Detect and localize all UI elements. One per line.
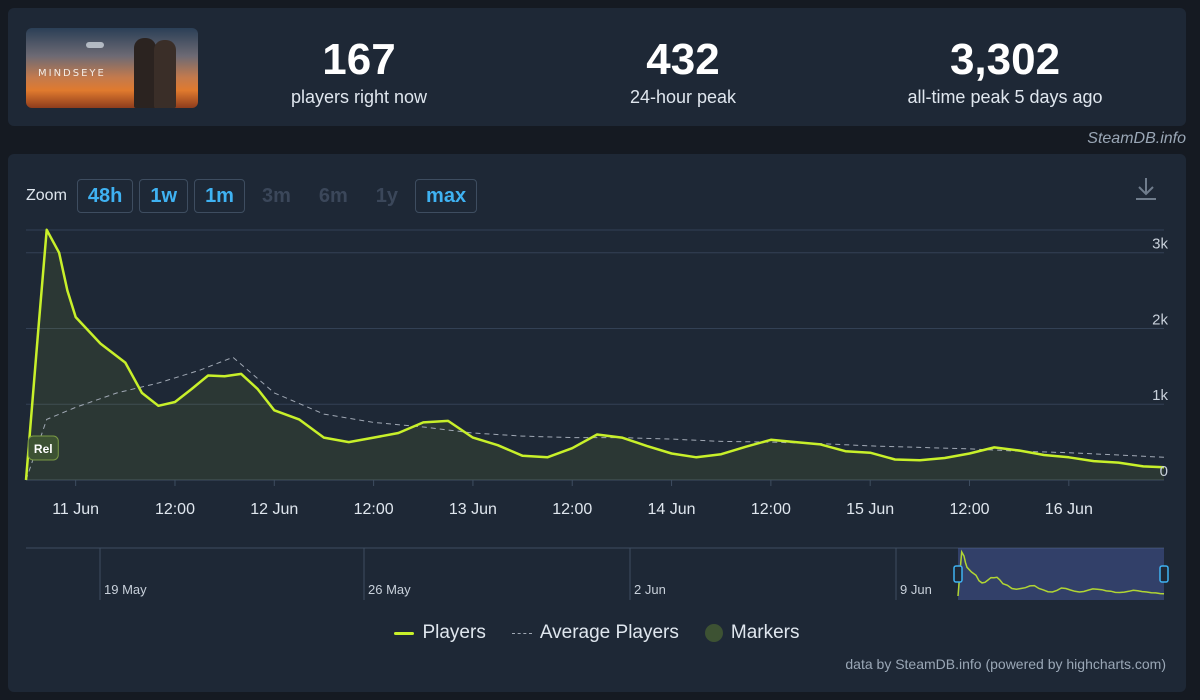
navigator-mini-line — [957, 549, 1165, 597]
zoom-label: Zoom — [26, 187, 67, 204]
stat-current-players: 167 players right now — [259, 36, 459, 108]
navigator-label: 9 Jun — [900, 582, 932, 597]
players-line — [24, 228, 1165, 481]
release-marker-label: Rel — [34, 442, 53, 456]
download-icon[interactable] — [1134, 176, 1158, 202]
x-tick-label: 12:00 — [155, 501, 195, 518]
markers-swatch — [704, 624, 723, 642]
stat-all-time-peak: 3,302 all-time peak 5 days ago — [875, 36, 1135, 108]
y-tick-label: 0 — [1160, 463, 1168, 480]
steamdb-credit[interactable]: SteamDB.info — [1087, 130, 1186, 147]
average-swatch — [511, 632, 532, 634]
stat-label: players right now — [290, 87, 428, 107]
navigator-handle[interactable] — [1159, 565, 1169, 583]
zoom-max-button[interactable]: max — [415, 179, 478, 213]
player-count-chart[interactable]: Rel 11 Jun 12:00 12 Jun 12:00 13 Jun 12:00 14 … — [8, 154, 1186, 614]
navigator-label: 2 Jun — [634, 582, 666, 597]
zoom-controls: Zoom 48h 1w 1m 3m 6m 1y max — [26, 178, 478, 214]
average-players-line — [25, 356, 1165, 481]
chart-panel: Zoom 48h 1w 1m 3m 6m 1y max Rel 11 Jun 12… — [8, 154, 1186, 692]
stats-header: MINDSEYE 167 players right now 432 24-ho… — [8, 8, 1186, 126]
game-logo-text: MINDSEYE — [38, 68, 106, 79]
navigator-selected-range — [958, 548, 1164, 600]
stat-label: all-time peak 5 days ago — [907, 87, 1103, 107]
y-tick-label: 2k — [1152, 311, 1168, 328]
zoom-3m-button: 3m — [261, 184, 291, 207]
legend-label: Players — [422, 622, 486, 643]
x-tick-label: 11 Jun — [52, 501, 99, 518]
players-area — [26, 229, 1164, 480]
highcharts-credit[interactable]: data by SteamDB.info (powered by highcha… — [845, 656, 1166, 672]
zoom-1m-button[interactable]: 1m — [194, 179, 245, 213]
stat-label: 24-hour peak — [629, 87, 737, 107]
zoom-48h-button[interactable]: 48h — [76, 179, 134, 213]
stat-value: 3,302 — [949, 35, 1061, 84]
x-tick-label: 16 Jun — [1045, 501, 1093, 518]
legend-item-average[interactable]: Average Players — [511, 622, 679, 644]
x-tick-label: 12 Jun — [250, 501, 298, 518]
stat-value: 167 — [322, 35, 396, 84]
chart-legend: Players Average Players Markers — [8, 622, 1186, 644]
x-tick-label: 14 Jun — [648, 501, 696, 518]
stat-value: 432 — [646, 35, 720, 84]
x-tick-label: 15 Jun — [846, 501, 894, 518]
navigator-label: 19 May — [104, 582, 147, 597]
x-tick-label: 12:00 — [751, 501, 791, 518]
x-tick-label: 12:00 — [552, 501, 592, 518]
x-tick-label: 13 Jun — [449, 501, 497, 518]
zoom-1y-button: 1y — [375, 184, 399, 207]
thumbnail-figure-shape — [134, 38, 156, 108]
x-tick-label: 12:00 — [949, 501, 989, 518]
legend-label: Average Players — [539, 622, 679, 643]
game-thumbnail[interactable]: MINDSEYE — [26, 28, 198, 108]
stat-24h-peak: 432 24-hour peak — [583, 36, 783, 108]
legend-item-markers[interactable]: Markers — [704, 622, 800, 644]
thumbnail-figure-shape — [154, 40, 176, 108]
players-swatch — [394, 631, 415, 635]
y-tick-label: 1k — [1152, 387, 1168, 404]
thumbnail-ship-shape — [86, 42, 104, 48]
legend-item-players[interactable]: Players — [394, 622, 486, 644]
x-tick-label: 12:00 — [354, 501, 394, 518]
release-marker — [27, 435, 59, 461]
navigator-label: 26 May — [368, 582, 411, 597]
zoom-1w-button[interactable]: 1w — [139, 179, 189, 213]
y-tick-label: 3k — [1152, 236, 1168, 253]
zoom-6m-button: 6m — [318, 184, 348, 207]
navigator-handle[interactable] — [953, 565, 963, 583]
legend-label: Markers — [730, 622, 800, 643]
